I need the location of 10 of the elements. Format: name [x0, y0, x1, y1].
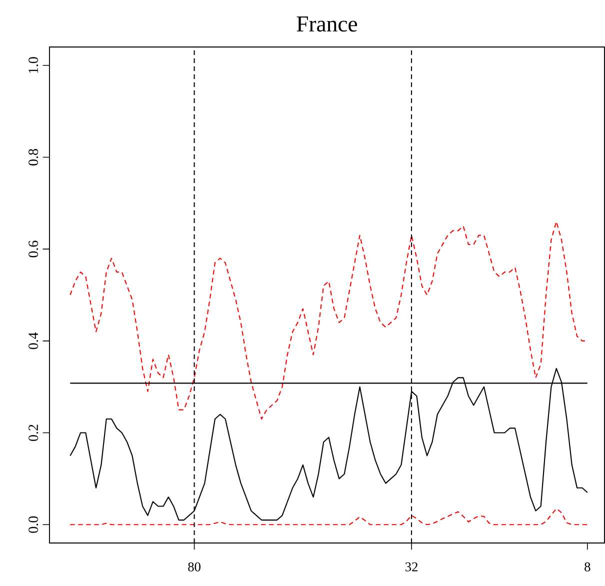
x-tick-label: 32 — [406, 562, 418, 572]
x-tick-label: 8 — [584, 562, 590, 572]
y-tick-label: 0.2 — [28, 424, 38, 442]
y-tick-label: 0.6 — [28, 240, 38, 258]
y-tick-label: 0.8 — [28, 149, 38, 166]
y-tick-label: 1.0 — [28, 57, 38, 73]
chart-title: France — [296, 16, 358, 32]
x-tick-label: 80 — [188, 562, 200, 572]
y-tick-label: 0.4 — [28, 332, 38, 350]
y-tick-label: 0.0 — [28, 516, 38, 533]
